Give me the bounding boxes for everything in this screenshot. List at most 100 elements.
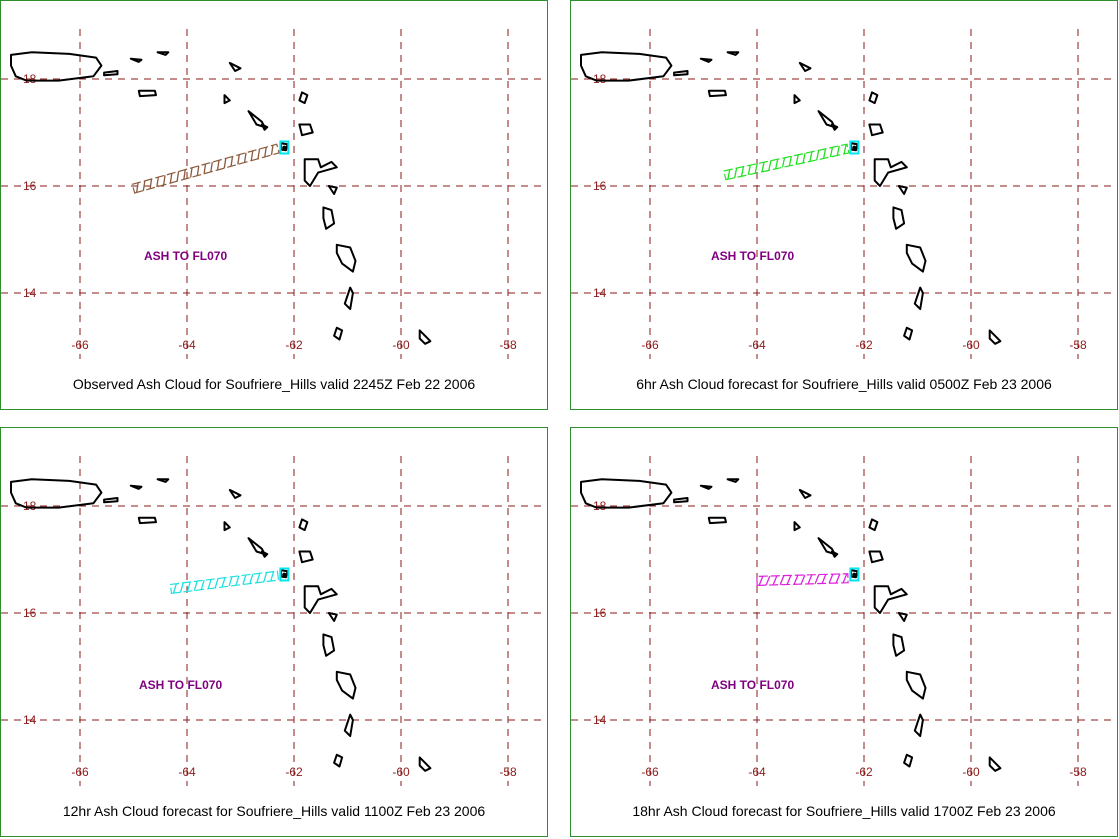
island-virgin-gorda (156, 478, 170, 483)
longitude-tick-label: -58 (499, 338, 517, 352)
island-st-thomas (129, 57, 143, 63)
graticule: -66 -64 -62 -60 -58 18 16 14 (1, 29, 547, 359)
island-virgin-gorda (726, 51, 740, 56)
island-vieques (103, 70, 119, 77)
ash-cloud-outline (756, 573, 849, 587)
ash-cloud-hatch (169, 173, 173, 184)
ash-cloud-hatch (800, 574, 806, 585)
island-st-lucia (913, 713, 924, 738)
island-martinique (335, 243, 357, 273)
island-barbados (988, 756, 1002, 772)
island-antigua (298, 123, 314, 137)
island-anguilla (228, 488, 242, 499)
ash-cloud-hatch (189, 167, 193, 178)
ash-cloud-hatch (179, 582, 184, 593)
ash-cloud-hatch (734, 168, 738, 178)
island-saba (793, 94, 801, 105)
panel-caption: 12hr Ash Cloud forecast for Soufriere_Hi… (62, 803, 486, 819)
ash-cloud-hatch (210, 162, 213, 172)
island-nevis (260, 550, 269, 558)
longitude-tick-label: -60 (392, 338, 410, 352)
ash-cloud-hatch (186, 581, 191, 592)
island-martinique (335, 670, 357, 700)
volcano-dot (282, 145, 287, 150)
island-barbuda (298, 518, 309, 532)
ash-cloud-hatch (230, 156, 234, 167)
island-marie-galante (327, 185, 338, 195)
panel-caption: 18hr Ash Cloud forecast for Soufriere_Hi… (632, 803, 1056, 819)
ash-cloud-hatch (135, 182, 139, 193)
latitude-tick-label: 14 (23, 713, 37, 727)
ash-cloud-hatch (172, 583, 177, 594)
island-virgin-gorda (156, 51, 170, 56)
island-nevis (260, 123, 269, 131)
volcano-dot (852, 145, 857, 150)
panel-caption: 6hr Ash Cloud forecast for Soufriere_Hil… (636, 376, 1052, 392)
ash-cloud-outline (723, 143, 850, 181)
longitude-tick-label: -64 (748, 765, 766, 779)
ash-cloud (169, 570, 280, 595)
ash-cloud-hatch (835, 573, 841, 584)
volcano-dot (852, 572, 857, 577)
graticule: -66 -64 -62 -60 -58 18 16 14 (1, 456, 547, 786)
ash-cloud-hatch (214, 578, 219, 589)
map-6hr-forecast: -66 -64 -62 -60 -58 18 16 14 ASH TO FL070 (571, 29, 1117, 359)
longitude-tick-label: -64 (178, 338, 196, 352)
ash-cloud-hatch (788, 156, 793, 167)
island-anguilla (798, 61, 812, 72)
longitude-tick-label: -62 (855, 765, 873, 779)
island-st-croix (707, 516, 727, 525)
ash-cloud-hatch (795, 154, 799, 165)
ash-cloud-hatch (772, 575, 778, 586)
island-virgin-gorda (726, 478, 740, 483)
ash-cloud-hatch (807, 574, 813, 585)
island-st-vincent (333, 326, 344, 341)
volcano-dot (282, 572, 287, 577)
ash-cloud-hatch (786, 575, 792, 585)
ash-cloud-hatch (747, 165, 751, 175)
graticule: -66 -64 -62 -60 -58 18 16 14 (571, 29, 1117, 359)
longitude-tick-label: -60 (392, 765, 410, 779)
ash-cloud-hatch (765, 575, 771, 586)
volcano-marker (279, 140, 290, 155)
ash-cloud-hatch (740, 166, 745, 177)
ash-cloud-hatch (242, 574, 247, 585)
ash-cloud-hatch (843, 144, 847, 155)
ash-cloud-hatch (727, 169, 731, 180)
longitude-tick-label: -58 (1069, 765, 1087, 779)
coastlines (580, 51, 1002, 345)
map-18hr-forecast: -66 -64 -62 -60 -58 18 16 14 ASH TO FL070 (571, 456, 1117, 786)
ash-cloud (756, 573, 849, 587)
island-dominica (892, 633, 906, 657)
ash-cloud-hatch (207, 579, 212, 589)
ash-cloud-hatch (829, 147, 834, 158)
island-puerto-rico (10, 478, 103, 509)
ash-cloud-hatch (821, 574, 827, 584)
ash-cloud-hatch (263, 572, 268, 583)
coastlines (10, 51, 432, 345)
latitude-tick-label: 18 (593, 499, 607, 513)
island-st-kitts (817, 537, 836, 556)
island-dominica (322, 206, 336, 230)
ash-cloud-hatch (754, 163, 758, 174)
ash-cloud-hatch (203, 163, 207, 174)
ash-cloud-hatch (775, 159, 779, 169)
panel-18hr-forecast: -66 -64 -62 -60 -58 18 16 14 ASH TO FL070 18hr A… (570, 427, 1118, 837)
ash-cloud-hatch (768, 160, 772, 171)
ash-cloud-outline (131, 143, 280, 194)
island-anguilla (798, 488, 812, 499)
island-st-vincent (333, 753, 344, 768)
coastlines (10, 478, 432, 772)
island-nevis (830, 123, 839, 131)
island-antigua (298, 550, 314, 564)
latitude-tick-label: 16 (593, 606, 607, 620)
island-marie-galante (897, 612, 908, 622)
ash-cloud-hatch (802, 153, 806, 164)
ash-cloud-hatch (779, 575, 785, 585)
ash-cloud-hatch (193, 580, 198, 591)
ash-cloud-hatch (176, 171, 180, 182)
ash-cloud-hatch (264, 147, 267, 157)
ash-cloud-hatch (270, 145, 274, 156)
island-st-kitts (817, 110, 836, 129)
ash-cloud-hatch (221, 577, 226, 588)
